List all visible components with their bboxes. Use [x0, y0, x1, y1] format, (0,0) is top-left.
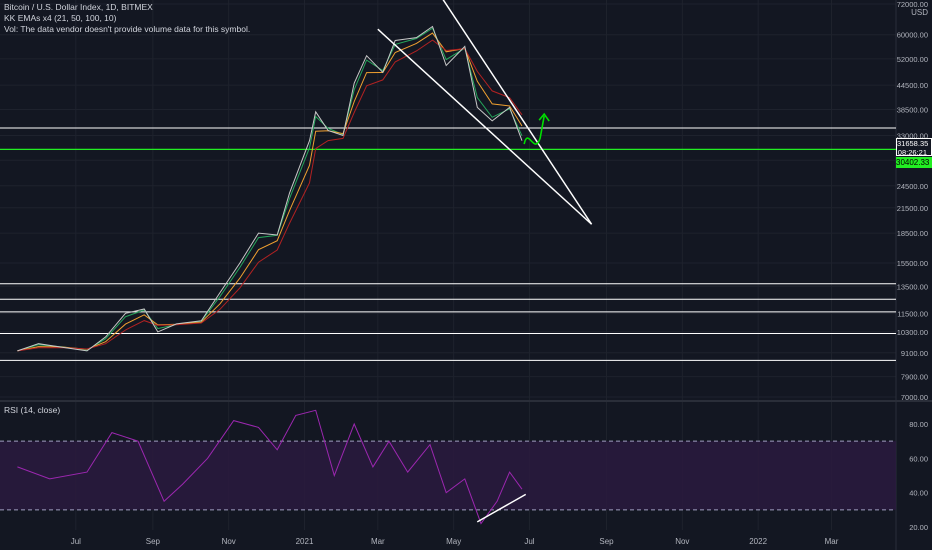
trendline-upper — [442, 0, 593, 225]
horizontal-levels — [0, 127, 896, 511]
rsi-tick-label: 60.00 — [909, 454, 928, 463]
y-tick-label: 72000.00 — [897, 0, 928, 9]
ema-fast-line — [17, 27, 523, 352]
x-tick-label: 2021 — [296, 537, 314, 546]
indicator-legend: KK EMAs x4 (21, 50, 100, 10) — [4, 13, 117, 23]
y-tick-label: 33000.00 — [897, 132, 928, 141]
rsi-legend: RSI (14, close) — [4, 405, 61, 415]
rsi-divergence-line — [476, 493, 527, 523]
x-tick-label: 2022 — [749, 537, 767, 546]
y-tick-label: 7000.00 — [901, 393, 928, 402]
ema-slow-line — [17, 39, 523, 352]
current-price-tag: 31658.35 08:26:21 — [896, 138, 932, 157]
y-tick-label: 9100.00 — [901, 349, 928, 358]
x-tick-label: May — [446, 537, 461, 546]
x-tick-label: Mar — [825, 537, 839, 546]
y-tick-label: 60000.00 — [897, 31, 928, 40]
y-tick-label: 52000.00 — [897, 55, 928, 64]
bar-countdown: 08:26:21 — [897, 148, 927, 157]
rsi-tick-label: 20.00 — [909, 523, 928, 532]
y-tick-label: 10300.00 — [897, 328, 928, 337]
y-tick-label: 21500.00 — [897, 204, 928, 213]
volume-note: Vol: The data vendor doesn't provide vol… — [4, 24, 251, 34]
rsi-band — [0, 441, 896, 510]
rsi-tick-label: 40.00 — [909, 489, 928, 498]
breakout-arrow-head — [538, 112, 550, 122]
y-tick-label: 11500.00 — [897, 309, 928, 318]
y-tick-label: 44500.00 — [897, 81, 928, 90]
support-price-tag: 30402.33 — [896, 157, 932, 168]
current-price: 31658.35 — [897, 139, 929, 148]
x-tick-label: Mar — [371, 537, 385, 546]
x-tick-label: Sep — [146, 537, 161, 546]
price-line — [17, 25, 523, 352]
y-tick-label: 24500.00 — [897, 182, 928, 191]
currency-label: USD — [911, 8, 928, 17]
x-tick-label: Jul — [524, 537, 534, 546]
y-tick-label: 38500.00 — [897, 106, 928, 115]
x-tick-label: Jul — [71, 537, 81, 546]
breakout-arrow — [523, 115, 545, 145]
price-axis: Jul Sep Nov 2021 Mar May Jul Sep Nov 2022 Mar 72000… — [71, 0, 928, 546]
x-tick-label: Nov — [222, 537, 236, 546]
trendline-lower — [377, 28, 593, 225]
y-tick-label: 7900.00 — [901, 373, 928, 382]
ema-mid-line — [17, 32, 523, 352]
chart-series — [17, 0, 593, 525]
rsi-line — [17, 409, 523, 525]
x-tick-label: Sep — [599, 537, 614, 546]
symbol-legend: Bitcoin / U.S. Dollar Index, 1D, BITMEX — [4, 2, 153, 12]
y-tick-label: 18500.00 — [897, 229, 928, 238]
rsi-tick-label: 80.00 — [909, 420, 928, 429]
y-tick-label: 15500.00 — [897, 259, 928, 268]
x-tick-label: Nov — [675, 537, 689, 546]
y-tick-label: 13500.00 — [897, 282, 928, 291]
